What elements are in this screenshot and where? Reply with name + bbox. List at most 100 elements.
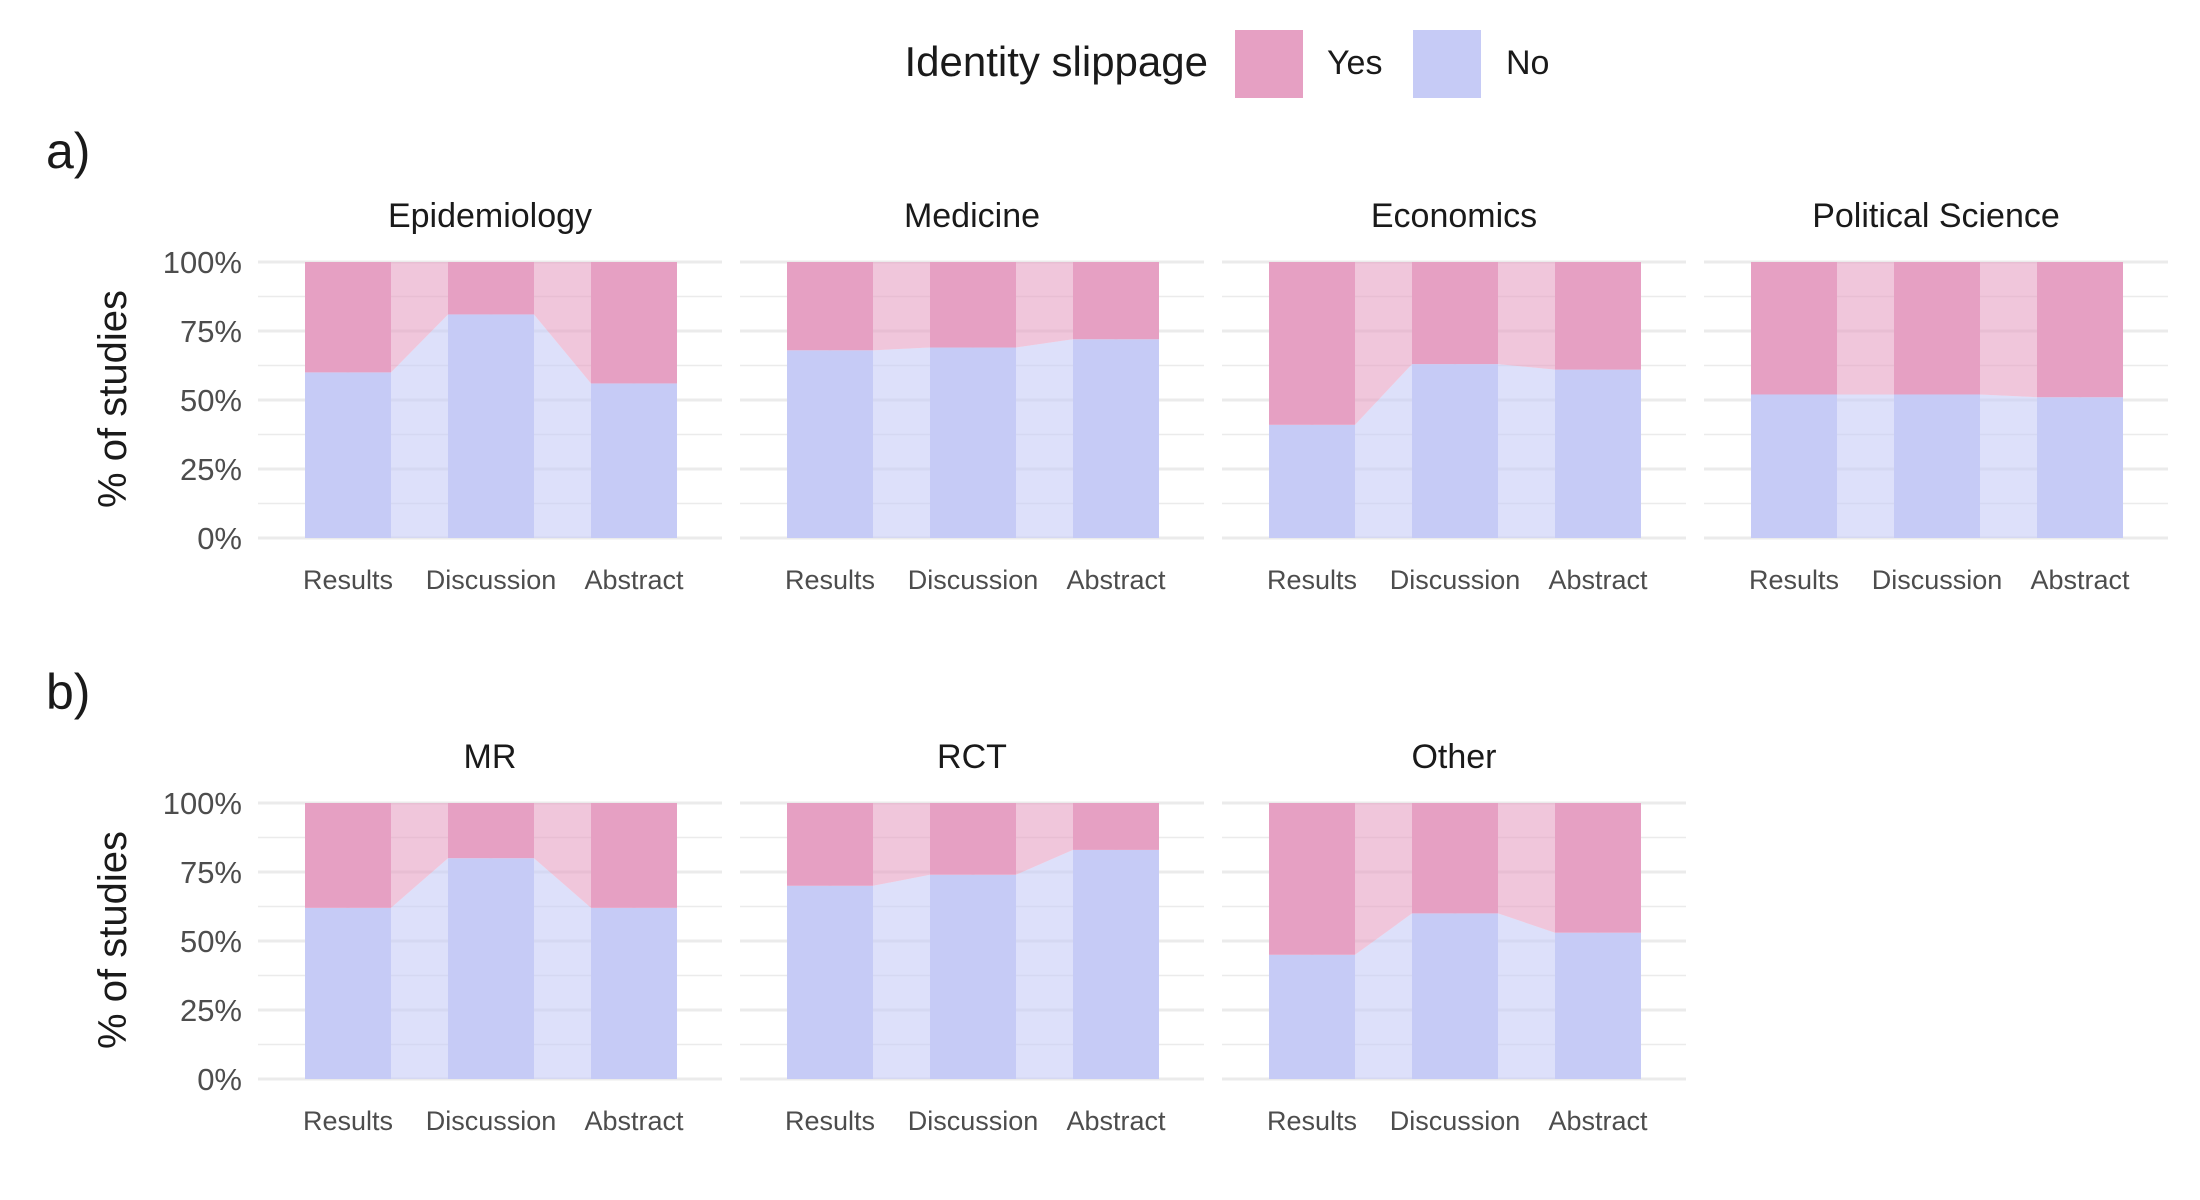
- flow-no: [1837, 394, 1894, 538]
- flow-yes: [391, 803, 448, 908]
- legend-label-no: No: [1506, 44, 1549, 82]
- flow-no: [1498, 913, 1555, 1079]
- flow-no: [391, 858, 448, 1079]
- flow-no: [1016, 339, 1073, 538]
- bar-no: [1894, 394, 1980, 538]
- bar-no: [591, 383, 677, 538]
- bar-no: [1555, 369, 1641, 538]
- flow-yes: [1837, 262, 1894, 395]
- flow-yes: [391, 262, 448, 373]
- bar-yes: [591, 262, 677, 384]
- bar-no: [1269, 424, 1355, 538]
- bar-no: [930, 347, 1016, 538]
- bar-no: [1269, 954, 1355, 1079]
- bar-yes: [1412, 803, 1498, 914]
- bar-no: [787, 885, 873, 1079]
- flow-yes: [1498, 803, 1555, 933]
- x-tick-label: Abstract: [1066, 1106, 1166, 1136]
- facet-panel: Results Discussion Abstract RCT: [740, 738, 1204, 1136]
- facet-panel: Results Discussion Abstract Political Scien…: [1704, 197, 2168, 595]
- x-tick-label: Discussion: [426, 1106, 557, 1136]
- facet-title: Economics: [1371, 197, 1537, 235]
- x-tick-label: Discussion: [426, 565, 557, 595]
- x-tick-label: Results: [1749, 565, 1839, 595]
- bar-yes: [930, 262, 1016, 348]
- y-tick-label: 25%: [180, 993, 242, 1028]
- x-tick-label: Abstract: [584, 1106, 684, 1136]
- y-tick-label: 100%: [163, 786, 242, 821]
- flow-yes: [1355, 262, 1412, 425]
- bar-no: [305, 372, 391, 538]
- legend-key-yes: [1235, 30, 1303, 98]
- bar-yes: [305, 803, 391, 908]
- y-tick-label: 75%: [180, 314, 242, 349]
- flow-yes: [1980, 262, 2037, 398]
- flow-no: [873, 347, 930, 538]
- flow-no: [1498, 364, 1555, 538]
- flow-no: [1016, 849, 1073, 1079]
- y-tick-label: 25%: [180, 452, 242, 487]
- bar-no: [1073, 339, 1159, 538]
- flow-yes: [1355, 803, 1412, 955]
- x-tick-label: Results: [785, 565, 875, 595]
- row-tag-a: a): [46, 123, 90, 179]
- bar-no: [448, 314, 534, 538]
- bar-yes: [2037, 262, 2123, 398]
- x-tick-label: Results: [303, 565, 393, 595]
- y-tick-label: 0%: [197, 1062, 242, 1097]
- bar-no: [305, 907, 391, 1079]
- flow-no: [1355, 364, 1412, 538]
- y-tick-label: 0%: [197, 521, 242, 556]
- bar-yes: [448, 262, 534, 315]
- bar-yes: [1073, 803, 1159, 850]
- y-axis-title-b: % of studies: [91, 831, 135, 1049]
- bar-yes: [591, 803, 677, 908]
- y-tick-label: 50%: [180, 924, 242, 959]
- facet-title: Other: [1411, 738, 1496, 776]
- bar-yes: [787, 262, 873, 351]
- bar-yes: [1555, 262, 1641, 370]
- flow-yes: [873, 803, 930, 886]
- flow-yes: [1016, 803, 1073, 875]
- legend-title: Identity slippage: [904, 38, 1208, 85]
- flow-no: [873, 874, 930, 1079]
- facet-title: Medicine: [904, 197, 1040, 235]
- flow-yes: [1498, 262, 1555, 370]
- flow-no: [1355, 913, 1412, 1079]
- bar-no: [1412, 913, 1498, 1079]
- flow-yes: [534, 262, 591, 384]
- x-tick-label: Results: [1267, 565, 1357, 595]
- facet-title: MR: [464, 738, 517, 776]
- legend: Identity slippage Yes No: [904, 30, 1549, 98]
- bar-no: [930, 874, 1016, 1079]
- x-tick-label: Discussion: [908, 1106, 1039, 1136]
- x-tick-label: Abstract: [1548, 1106, 1648, 1136]
- bar-yes: [1073, 262, 1159, 340]
- facet-title: Epidemiology: [388, 197, 592, 235]
- legend-key-no: [1413, 30, 1481, 98]
- x-tick-label: Discussion: [1390, 1106, 1521, 1136]
- bar-no: [591, 907, 677, 1079]
- x-tick-label: Discussion: [908, 565, 1039, 595]
- x-tick-label: Results: [785, 1106, 875, 1136]
- bar-no: [1751, 394, 1837, 538]
- facet-title: RCT: [937, 738, 1007, 776]
- y-tick-label: 50%: [180, 383, 242, 418]
- facet-panel: Results Discussion Abstract Economics: [1222, 197, 1686, 595]
- y-axis-title-a: % of studies: [91, 290, 135, 508]
- flow-yes: [1016, 262, 1073, 348]
- x-tick-label: Abstract: [1548, 565, 1648, 595]
- bar-yes: [1269, 262, 1355, 425]
- bar-yes: [1269, 803, 1355, 955]
- facet-panel: Results Discussion Abstract Epidemiology 0% 2…: [163, 197, 722, 595]
- bar-yes: [1412, 262, 1498, 365]
- x-tick-label: Discussion: [1872, 565, 2003, 595]
- bar-yes: [305, 262, 391, 373]
- bar-no: [787, 350, 873, 538]
- bar-yes: [1751, 262, 1837, 395]
- bar-no: [1555, 932, 1641, 1079]
- flow-yes: [873, 262, 930, 351]
- bar-no: [2037, 397, 2123, 538]
- y-tick-label: 100%: [163, 245, 242, 280]
